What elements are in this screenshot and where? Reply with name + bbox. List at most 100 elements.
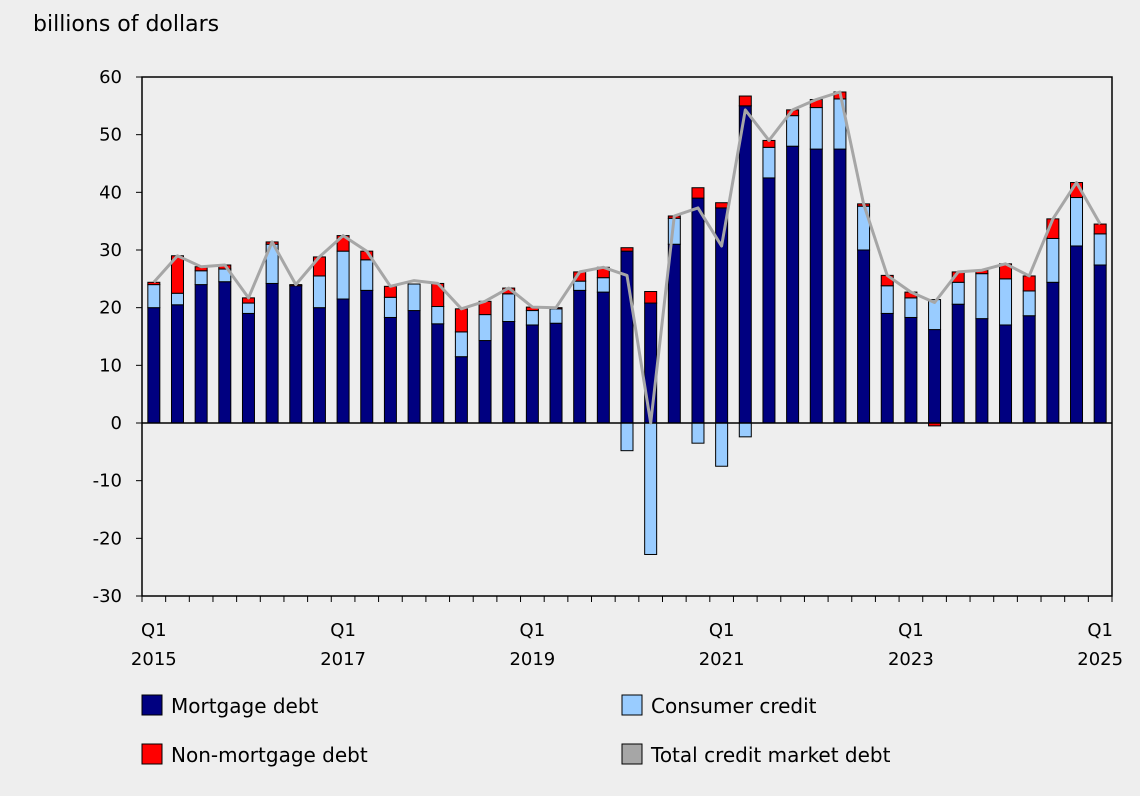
bar-mortgage-debt: [312, 307, 326, 424]
bar-mortgage-debt: [762, 177, 776, 424]
bar-mortgage-debt: [549, 322, 563, 424]
bar-mortgage-debt: [1022, 315, 1036, 424]
legend-swatch-mortgage-debt: [141, 694, 163, 716]
bar-mortgage-debt: [596, 291, 610, 424]
y-tick-label: 20: [99, 298, 122, 319]
bar-consumer-credit: [715, 422, 729, 467]
legend-swatch-non-mortgage-debt: [141, 743, 163, 765]
bar-mortgage-debt: [975, 318, 989, 424]
bar-mortgage-debt: [502, 321, 516, 424]
bar-mortgage-debt: [999, 324, 1013, 424]
bar-consumer-credit: [738, 422, 752, 438]
bar-consumer-credit: [407, 283, 421, 312]
y-tick-label: 50: [99, 125, 122, 146]
bar-mortgage-debt: [170, 304, 184, 424]
bar-mortgage-debt: [691, 197, 705, 424]
bar-mortgage-debt: [218, 281, 232, 424]
bar-consumer-credit: [573, 280, 587, 291]
bar-mortgage-debt: [1046, 281, 1060, 424]
x-tick-year: 2025: [1077, 649, 1123, 670]
bar-mortgage-debt: [1093, 264, 1107, 424]
x-tick-quarter: Q1: [898, 620, 924, 641]
bar-mortgage-debt: [360, 289, 374, 424]
bar-non-mortgage-debt: [454, 308, 468, 333]
bar-consumer-credit: [431, 306, 445, 325]
bar-mortgage-debt: [833, 148, 847, 424]
x-tick-quarter: Q1: [330, 620, 356, 641]
bar-consumer-credit: [525, 310, 539, 326]
bar-consumer-credit: [1022, 290, 1036, 317]
bar-mortgage-debt: [194, 284, 208, 424]
bar-mortgage-debt: [147, 307, 161, 424]
bar-consumer-credit: [904, 297, 918, 318]
bar-consumer-credit: [478, 314, 492, 342]
bar-mortgage-debt: [454, 356, 468, 424]
bar-consumer-credit: [644, 422, 658, 555]
bar-non-mortgage-debt: [644, 291, 658, 304]
bar-mortgage-debt: [1070, 245, 1084, 424]
bar-non-mortgage-debt: [738, 95, 752, 107]
legend-swatch-total-credit-market-debt: [621, 743, 643, 765]
bar-non-mortgage-debt: [715, 202, 729, 209]
x-tick-year: 2019: [509, 649, 555, 670]
x-tick-year: 2015: [131, 649, 177, 670]
y-tick-label: 60: [99, 67, 122, 88]
bar-mortgage-debt: [383, 316, 397, 424]
y-unit-label: billions of dollars: [33, 12, 220, 37]
y-tick-label: -10: [93, 471, 122, 492]
bar-mortgage-debt: [880, 312, 894, 424]
line-total-credit-market-debt: [152, 90, 1102, 425]
bar-consumer-credit: [1046, 237, 1060, 283]
bar-consumer-credit: [928, 299, 942, 331]
bar-mortgage-debt: [525, 324, 539, 424]
bar-mortgage-debt: [904, 316, 918, 424]
bar-consumer-credit: [1093, 233, 1107, 266]
bar-mortgage-debt: [809, 148, 823, 424]
legend-label-total-credit-market-debt: Total credit market debt: [650, 743, 891, 767]
bar-mortgage-debt: [738, 105, 752, 424]
x-tick-quarter: Q1: [520, 620, 546, 641]
bar-consumer-credit: [360, 259, 374, 291]
bar-consumer-credit: [170, 292, 184, 306]
bar-non-mortgage-debt: [620, 247, 634, 252]
bar-mortgage-debt: [265, 282, 279, 424]
bar-consumer-credit: [951, 281, 965, 305]
bar-non-mortgage-debt: [691, 187, 705, 199]
bar-consumer-credit: [147, 284, 161, 309]
bar-consumer-credit: [454, 331, 468, 358]
bar-mortgage-debt: [951, 303, 965, 424]
x-tick-quarter: Q1: [1087, 620, 1113, 641]
bar-consumer-credit: [194, 270, 208, 286]
bar-mortgage-debt: [928, 329, 942, 424]
bar-consumer-credit: [241, 302, 255, 314]
bar-consumer-credit: [312, 275, 326, 309]
bar-consumer-credit: [880, 285, 894, 314]
bar-consumer-credit: [336, 250, 350, 300]
bar-consumer-credit: [809, 107, 823, 150]
y-tick-label: 10: [99, 355, 122, 376]
x-tick-quarter: Q1: [141, 620, 167, 641]
bar-mortgage-debt: [407, 310, 421, 424]
total-line-layer: [152, 90, 1102, 425]
bar-mortgage-debt: [289, 285, 303, 424]
bar-consumer-credit: [1070, 197, 1084, 247]
bar-consumer-credit: [691, 422, 705, 444]
y-tick-label: 30: [99, 240, 122, 261]
bar-mortgage-debt: [786, 145, 800, 424]
bar-consumer-credit: [999, 278, 1013, 326]
bar-consumer-credit: [383, 296, 397, 318]
bar-consumer-credit: [975, 273, 989, 320]
bar-mortgage-debt: [857, 249, 871, 424]
legend-label-non-mortgage-debt: Non-mortgage debt: [171, 743, 368, 767]
y-tick-label: 0: [111, 413, 122, 434]
x-tick-quarter: Q1: [709, 620, 735, 641]
x-tick-year: 2021: [699, 649, 745, 670]
bar-non-mortgage-debt: [1093, 223, 1107, 235]
y-tick-label: 40: [99, 182, 122, 203]
bar-consumer-credit: [502, 293, 516, 323]
legend-swatch-consumer-credit: [621, 694, 643, 716]
legend: Mortgage debt Consumer credit Non-mortgage…: [141, 694, 891, 767]
x-axis: Q1 2015 Q1 2017 Q1 2019 Q1 2021 Q1 2023 Q1 2025: [131, 596, 1123, 670]
